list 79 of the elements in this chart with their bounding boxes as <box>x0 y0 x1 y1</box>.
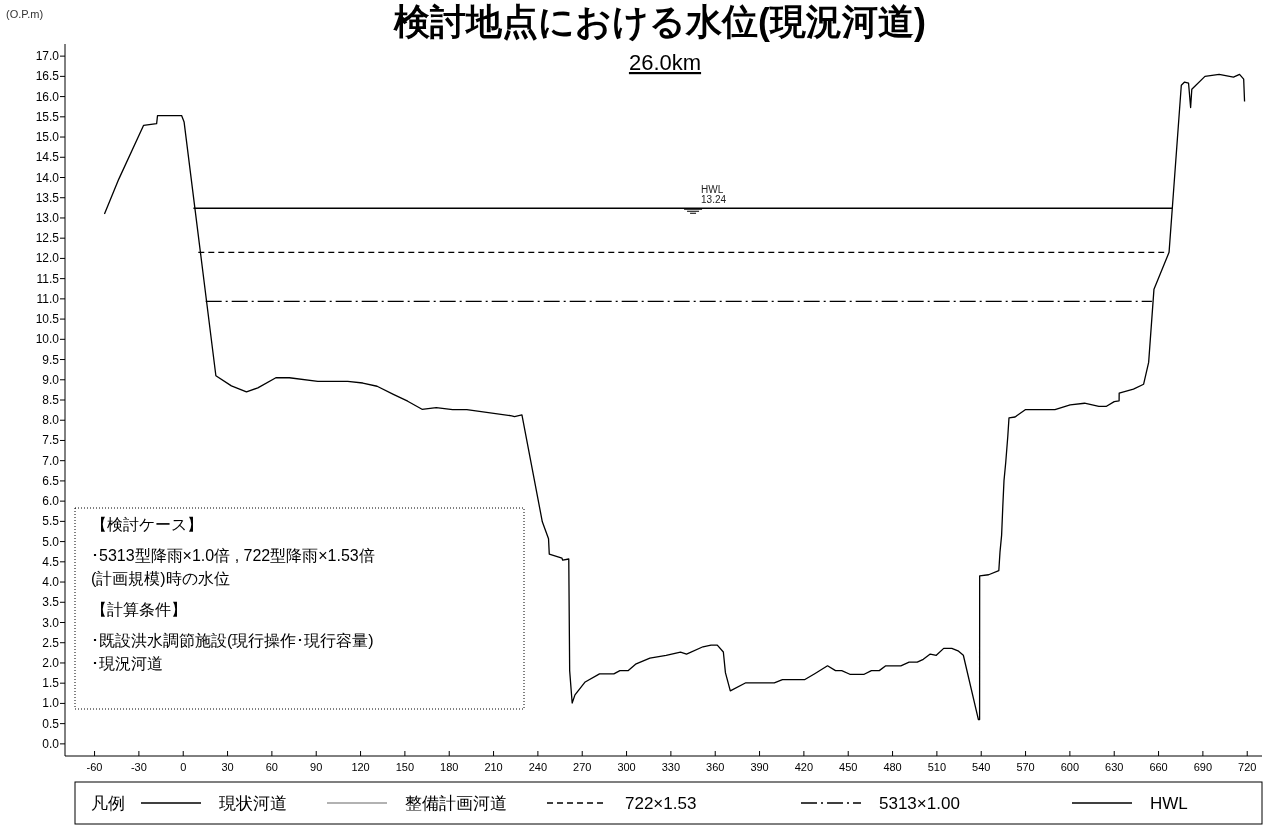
x-tick-label: 600 <box>1060 761 1080 773</box>
y-tick-label: 5.5 <box>42 514 60 529</box>
y-tick-label: 13.5 <box>35 190 60 205</box>
x-tick-label: 720 <box>1238 761 1257 773</box>
x-tick-label: 510 <box>927 761 947 773</box>
annotation: ･既設洪水調節施設(現行操作･現行容量) <box>91 632 374 649</box>
y-tick-label: 0.0 <box>42 736 60 751</box>
x-tick-label: 270 <box>573 761 592 773</box>
x-tick-label: 30 <box>221 761 234 773</box>
legend-title: 凡例 <box>91 794 125 813</box>
y-tick-label: 16.5 <box>35 69 60 84</box>
y-tick-label: 14.5 <box>35 150 60 165</box>
x-tick-label: 570 <box>1016 761 1035 773</box>
y-tick-label: 3.5 <box>42 595 60 610</box>
x-tick-label: 540 <box>972 761 991 773</box>
y-tick-label: 0.5 <box>42 716 60 731</box>
x-tick-label: -30 <box>130 761 147 773</box>
x-tick-label: 390 <box>750 761 769 773</box>
x-tick-label: 660 <box>1149 761 1168 773</box>
y-tick-label: 2.0 <box>42 655 60 670</box>
x-tick-label: 420 <box>794 761 814 773</box>
y-tick-label: 4.0 <box>42 575 60 590</box>
x-tick-label: 210 <box>484 761 503 773</box>
x-tick-label: 180 <box>440 761 459 773</box>
x-tick-label: 0 <box>180 761 187 773</box>
annotation: ･現況河道 <box>91 655 163 672</box>
y-tick-label: 15.0 <box>35 130 60 145</box>
x-tick-label: 90 <box>310 761 323 773</box>
y-tick-label: 4.5 <box>42 554 60 569</box>
y-tick-label: 9.5 <box>42 352 60 367</box>
y-tick-label: 12.0 <box>35 251 60 266</box>
y-tick-label: 6.5 <box>42 473 60 488</box>
y-tick-label: 17.0 <box>35 49 60 64</box>
chart-title: 検討地点における水位(現況河道) <box>393 1 926 42</box>
y-tick-label: 6.0 <box>42 494 60 509</box>
y-tick-label: 5.0 <box>42 534 60 549</box>
y-tick-label: 10.5 <box>35 312 60 327</box>
y-tick-label: 14.0 <box>35 170 60 185</box>
x-tick-label: 630 <box>1105 761 1124 773</box>
legend-label: 現状河道 <box>219 794 287 813</box>
y-tick-label: 15.5 <box>35 109 60 124</box>
x-tick-label: 300 <box>617 761 636 773</box>
x-tick-label: 150 <box>395 761 415 773</box>
y-tick-label: 2.5 <box>42 635 60 650</box>
y-tick-label: 8.0 <box>42 413 60 428</box>
chart-subtitle: 26.0km <box>628 50 702 75</box>
y-tick-label: 9.0 <box>42 372 60 387</box>
legend-label: 整備計画河道 <box>405 794 507 813</box>
y-tick-label: 11.5 <box>36 271 60 286</box>
y-tick-label: 10.0 <box>35 332 60 347</box>
y-tick-label: 7.5 <box>42 433 60 448</box>
x-tick-label: 120 <box>351 761 370 773</box>
y-tick-label: 13.0 <box>35 210 60 225</box>
y-tick-label: 1.5 <box>42 676 60 691</box>
annotation: 【計算条件】 <box>91 601 187 618</box>
y-tick-label: 12.5 <box>35 231 60 246</box>
y-tick-label: 7.0 <box>42 453 60 468</box>
y-tick-label: 11.0 <box>36 291 60 306</box>
x-tick-label: 60 <box>265 761 279 773</box>
legend-label: 5313×1.00 <box>879 794 960 813</box>
legend-label: 722×1.53 <box>625 794 697 813</box>
x-tick-label: 450 <box>839 761 858 773</box>
annotation: 13.24 <box>701 194 727 206</box>
x-tick-label: 690 <box>1193 761 1213 773</box>
annotation: (計画規模)時の水位 <box>91 570 230 587</box>
y-tick-label: 16.0 <box>35 89 60 104</box>
legend-label: HWL <box>1150 794 1188 813</box>
x-tick-label: 240 <box>528 761 548 773</box>
annotation: HWL <box>701 184 724 196</box>
annotation: ･5313型降雨×1.0倍 , 722型降雨×1.53倍 <box>91 547 375 564</box>
y-axis-title: (O.P.m) <box>6 8 44 20</box>
x-tick-label: -60 <box>86 761 103 773</box>
x-tick-label: 480 <box>883 761 902 773</box>
y-tick-label: 8.5 <box>42 393 60 407</box>
annotation: 【検討ケース】 <box>91 516 203 533</box>
y-tick-label: 3.0 <box>42 615 60 630</box>
y-tick-label: 1.0 <box>42 696 60 711</box>
x-tick-label: 360 <box>706 761 725 773</box>
x-tick-label: 330 <box>661 761 681 773</box>
